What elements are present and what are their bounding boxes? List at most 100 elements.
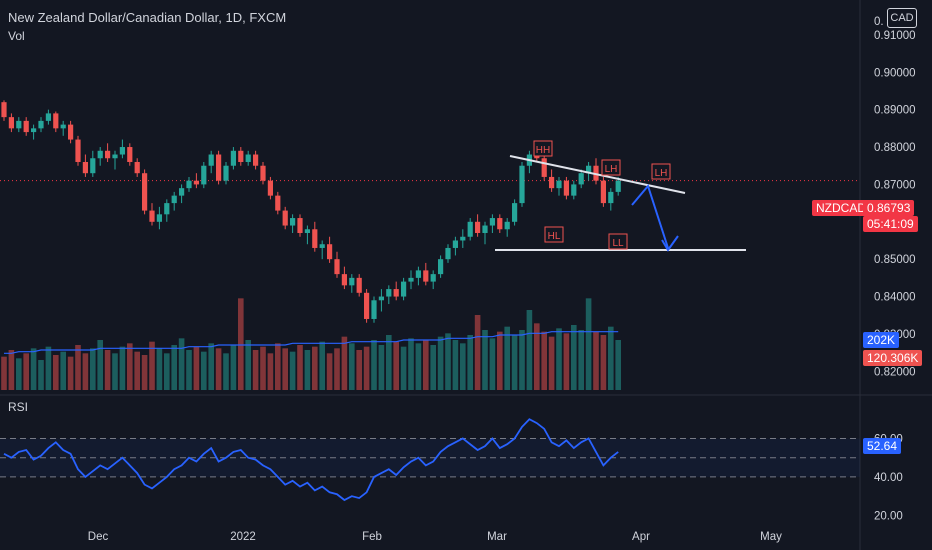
volume-bar — [171, 345, 177, 390]
candle — [68, 120, 74, 144]
candle — [549, 169, 555, 192]
candle — [556, 176, 562, 196]
candle — [452, 236, 458, 256]
candle — [297, 214, 303, 237]
candle — [304, 225, 310, 245]
candle — [282, 206, 288, 230]
volume-bar — [230, 345, 237, 390]
candle — [164, 199, 170, 222]
price-tick: 0.84000 — [874, 292, 916, 304]
candle — [82, 154, 88, 177]
price-tick: 0.82000 — [874, 366, 916, 378]
candle — [119, 139, 125, 159]
candle — [105, 143, 111, 162]
volume-bar — [178, 338, 185, 390]
price-tick: 0.89000 — [874, 105, 916, 117]
volume-bar — [452, 340, 459, 390]
volume-pane — [1, 298, 621, 390]
volume-bar — [363, 346, 370, 390]
volume-bar — [156, 348, 163, 390]
volume-bar — [541, 331, 547, 390]
volume-bar — [67, 356, 74, 390]
candle — [571, 180, 577, 200]
candle — [38, 117, 44, 133]
symbol-badge: NZDCAD — [812, 200, 870, 216]
candle — [238, 147, 244, 166]
candle — [260, 161, 266, 185]
volume-bar — [578, 330, 584, 390]
rsi-value-badge: 52.64 — [863, 438, 902, 454]
candle — [23, 117, 29, 136]
volume-bar — [97, 340, 103, 390]
volume-bar — [341, 336, 348, 390]
candle — [526, 150, 532, 174]
candle — [16, 117, 22, 133]
rsi-tick: 20.00 — [874, 510, 903, 522]
volume-bar — [90, 348, 96, 390]
candle — [593, 158, 599, 185]
volume-bar — [164, 353, 170, 390]
volume-bar — [223, 353, 229, 390]
projection-arrow — [631, 183, 669, 249]
time-tick: May — [760, 531, 782, 543]
volume-bar — [393, 341, 399, 390]
rsi-label[interactable]: RSI — [8, 400, 29, 414]
volume-bar — [489, 338, 496, 390]
volume-bar — [548, 336, 555, 390]
volume-bar — [608, 326, 614, 390]
volume-bar — [260, 346, 266, 390]
candle — [341, 266, 347, 290]
volume-bar — [519, 330, 525, 390]
price-tick: 0.88000 — [874, 142, 916, 154]
candle — [460, 229, 466, 248]
price-tick: 0.85000 — [874, 254, 916, 266]
candle — [393, 281, 399, 301]
candle — [201, 161, 207, 189]
candle — [186, 176, 192, 192]
candle — [415, 266, 421, 286]
candle — [608, 188, 614, 211]
candle — [1, 100, 7, 121]
vol-ma-badge: 202K — [863, 332, 900, 348]
volume-bar — [245, 340, 251, 390]
svg-text:LH: LH — [655, 168, 668, 179]
candle — [563, 176, 569, 200]
volume-bar — [208, 343, 214, 390]
rsi-pane — [3, 418, 619, 502]
volume-bar — [275, 343, 281, 390]
volume-bar — [112, 353, 118, 390]
volume-bar — [497, 331, 503, 390]
volume-bar — [23, 353, 29, 390]
arrow-head-icon — [661, 235, 679, 252]
candle — [156, 206, 162, 230]
candle — [97, 147, 103, 166]
volume-bar — [356, 350, 362, 390]
candle — [290, 214, 296, 234]
volume-bar — [82, 353, 89, 390]
resistance-trendline — [509, 155, 686, 194]
volume-bar — [186, 350, 192, 390]
volume-bar — [563, 333, 570, 390]
candle — [349, 274, 355, 293]
volume-bar — [16, 358, 22, 390]
candle — [193, 173, 199, 189]
volume-bar — [349, 343, 355, 390]
volume-bar — [104, 350, 111, 390]
candle — [112, 150, 118, 170]
volume-bar — [571, 325, 577, 390]
price-tick: 0. — [874, 16, 884, 28]
volume-bar — [53, 355, 59, 390]
volume-bar — [460, 343, 466, 390]
candle — [482, 221, 488, 245]
price-tick: 0.87000 — [874, 179, 916, 191]
candle — [423, 262, 429, 286]
volume-bar — [445, 333, 451, 390]
currency-button[interactable]: CAD — [887, 8, 917, 28]
time-tick: Dec — [88, 531, 109, 543]
rsi-line — [3, 418, 619, 502]
candle — [127, 143, 133, 166]
volume-bar — [134, 351, 140, 390]
symbol-title[interactable]: New Zealand Dollar/Canadian Dollar, 1D, … — [8, 10, 287, 25]
volume-label[interactable]: Vol — [8, 29, 25, 43]
